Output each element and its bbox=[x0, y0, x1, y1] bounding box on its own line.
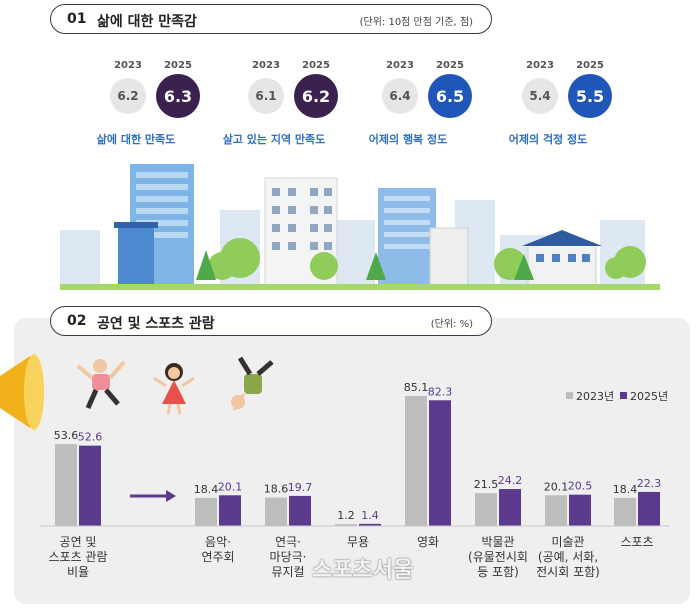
metric-year-2023: 2023 bbox=[526, 60, 554, 71]
section2-number: 02 bbox=[67, 313, 87, 329]
metric-label: 어제의 걱정 정도 bbox=[508, 133, 588, 146]
bar-2025년-2 bbox=[289, 495, 311, 526]
metric-value-2025: 5.5 bbox=[568, 74, 612, 118]
legend-label: 2023년 bbox=[576, 390, 614, 403]
section1-header: 01 삶에 대한 만족감 (단위: 10점 만점 기준, 점) bbox=[50, 4, 492, 34]
metric-value-2025: 6.5 bbox=[428, 74, 472, 118]
bar-2025년-4 bbox=[429, 400, 451, 526]
metric-year-2025: 2025 bbox=[302, 60, 330, 71]
data-label: 18.4 bbox=[194, 483, 219, 496]
bar-2025년-0 bbox=[79, 445, 101, 526]
bar-2023년-4 bbox=[405, 396, 427, 526]
dancer-icon bbox=[76, 359, 126, 410]
data-label: 22.3 bbox=[637, 477, 662, 490]
girl-dancer-icon bbox=[153, 363, 195, 415]
category-label: 미술관 (공예, 서화, 전시회 포함) bbox=[536, 535, 600, 579]
section2-panel bbox=[14, 318, 690, 604]
category-label: 음악· 연주회 bbox=[201, 535, 234, 564]
data-label: 20.1 bbox=[218, 480, 243, 493]
metric-year-2025: 2025 bbox=[436, 60, 464, 71]
metric-year-2023: 2023 bbox=[252, 60, 280, 71]
data-label: 20.1 bbox=[544, 480, 569, 493]
legend-swatch bbox=[620, 392, 627, 399]
section1-unit: (단위: 10점 만점 기준, 점) bbox=[359, 17, 473, 28]
breakdancer-icon bbox=[231, 356, 274, 411]
chart-legend: 2023년 2025년 bbox=[566, 390, 668, 403]
bar-2023년-3 bbox=[335, 524, 357, 526]
category-label: 영화 bbox=[417, 535, 439, 549]
data-label: 1.2 bbox=[337, 509, 355, 522]
data-label: 18.4 bbox=[613, 483, 638, 496]
data-label: 20.5 bbox=[568, 480, 593, 493]
metric-year-2025: 2025 bbox=[164, 60, 192, 71]
bar-2025년-1 bbox=[219, 495, 241, 526]
metric-value-2023: 5.4 bbox=[522, 78, 558, 114]
watermark: 스포츠서울 bbox=[312, 558, 414, 583]
data-label: 21.5 bbox=[474, 478, 499, 491]
category-label: 무용 bbox=[347, 535, 369, 549]
section1-number: 01 bbox=[67, 11, 87, 27]
data-label: 85.1 bbox=[404, 381, 429, 394]
metric-value-2025: 6.2 bbox=[294, 74, 338, 118]
data-label: 52.6 bbox=[78, 431, 103, 444]
megaphone-icon bbox=[0, 354, 44, 430]
category-label: 스포츠 bbox=[620, 535, 653, 549]
metric-year-2023: 2023 bbox=[114, 60, 142, 71]
category-label: 박물관 (유물전시회 등 포함) bbox=[468, 535, 528, 579]
metric-label: 삶에 대한 만족도 bbox=[96, 133, 176, 146]
section2-title: 공연 및 스포츠 관람 bbox=[97, 316, 215, 332]
data-label: 18.6 bbox=[264, 483, 289, 496]
bar-2025년-3 bbox=[359, 523, 381, 526]
section2-unit: (단위: %) bbox=[430, 319, 473, 330]
metric-label: 어제의 행복 정도 bbox=[368, 133, 448, 146]
data-label: 82.3 bbox=[428, 385, 453, 398]
category-label: 공연 및 스포츠 관람 비율 bbox=[48, 535, 107, 579]
legend-label: 2025년 bbox=[630, 390, 668, 403]
bar-2025년-6 bbox=[569, 494, 591, 526]
metric-value-2023: 6.1 bbox=[248, 78, 284, 114]
metric-value-2025: 6.3 bbox=[156, 74, 200, 118]
city-illustration bbox=[60, 164, 660, 290]
data-label: 19.7 bbox=[288, 481, 313, 494]
legend-swatch bbox=[566, 392, 573, 399]
bar-2025년-7 bbox=[638, 491, 660, 526]
section1-title: 삶에 대한 만족감 bbox=[97, 14, 197, 30]
section2-header: 02 공연 및 스포츠 관람 (단위: %) bbox=[50, 306, 492, 336]
data-label: 1.4 bbox=[361, 509, 379, 522]
metric-year-2025: 2025 bbox=[576, 60, 604, 71]
bar-2023년-2 bbox=[265, 497, 287, 526]
metric-value-2023: 6.2 bbox=[110, 78, 146, 114]
bar-2025년-5 bbox=[499, 489, 521, 526]
metric-label: 살고 있는 지역 만족도 bbox=[222, 133, 326, 146]
chart-bars: 53.6 52.618.4 20.1 18.6 19.71.2 1.485.1 82.321… bbox=[54, 381, 662, 526]
bar-2023년-0 bbox=[55, 444, 77, 526]
category-label: 연극· 마당극· 뮤지컬 bbox=[270, 535, 307, 579]
bar-2023년-6 bbox=[545, 495, 567, 526]
bar-2023년-1 bbox=[195, 497, 217, 526]
bar-2023년-5 bbox=[475, 493, 497, 526]
chart-categories: 공연 및 스포츠 관람 비율 음악· 연주회 연극· 마당극· 뮤지컬 무용 영화 박물관 (유물전시… bbox=[48, 535, 653, 579]
metric-value-2023: 6.4 bbox=[382, 78, 418, 114]
metric-year-2023: 2023 bbox=[386, 60, 414, 71]
data-label: 53.6 bbox=[54, 429, 79, 442]
bar-2023년-7 bbox=[614, 497, 636, 526]
arrow-icon bbox=[130, 490, 176, 502]
data-label: 24.2 bbox=[498, 474, 523, 487]
